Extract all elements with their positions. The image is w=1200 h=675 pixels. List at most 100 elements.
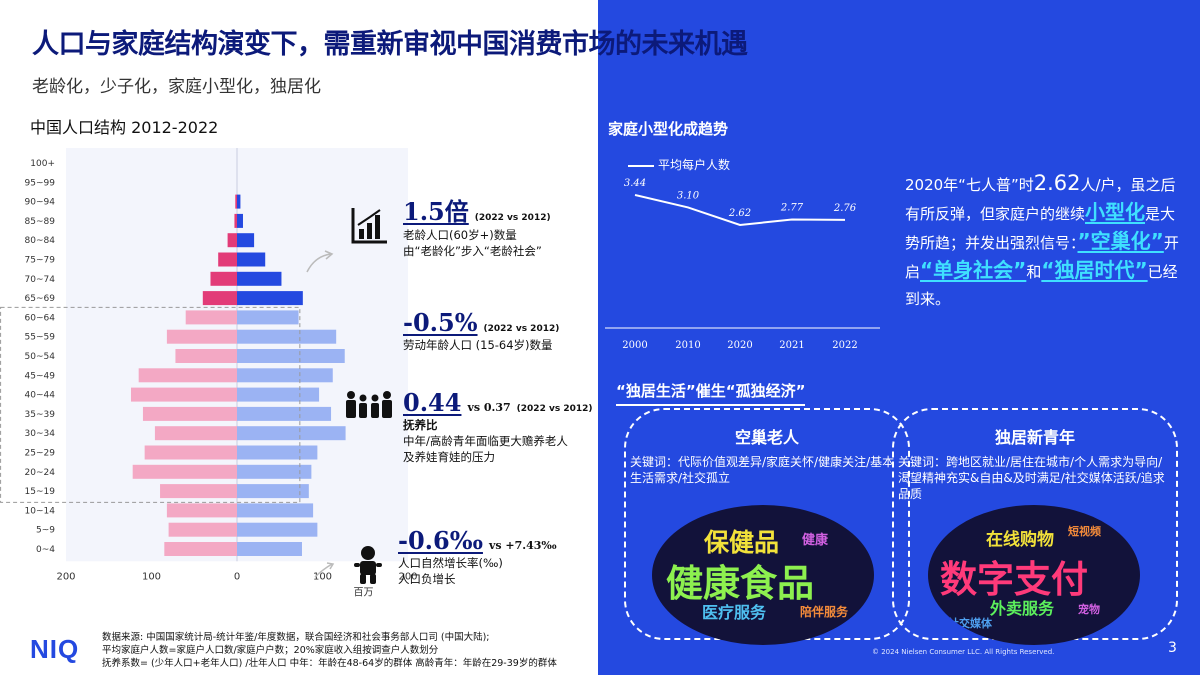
pyramid-bar-right (237, 484, 309, 499)
insight-paragraph: 2020年“七人普”时2.62人/户，虽之后有所反弹，但家庭户的继续小型化是大势… (905, 170, 1185, 313)
age-group-label: 10~14 (25, 506, 56, 516)
cloud-word: 健康 (802, 533, 829, 548)
age-group-label: 35~39 (25, 410, 56, 420)
population-pyramid-chart: 100+ 95~99 90~94 85~89 80~84 75~79 70~74 65~69 6… (0, 148, 418, 598)
insight-highlight-4: “独居时代” (1041, 258, 1148, 282)
age-group-label: 75~79 (25, 256, 56, 266)
age-group-label: 95~99 (25, 178, 56, 188)
pyramid-bar-right (237, 445, 318, 460)
source-note: 数据来源: 中国国家统计局-统计年鉴/年度数据，联合国经济和社会事务部人口司 (… (102, 631, 557, 670)
pyramid-bar-left (142, 406, 237, 421)
pyramid-bar-left (218, 252, 237, 267)
x-tick-label: 2010 (675, 340, 700, 351)
data-label: 2.62 (728, 208, 751, 219)
insight-highlight-1: 小型化 (1085, 200, 1146, 224)
age-group-label: 80~84 (25, 236, 56, 246)
bar-chart-icon (350, 205, 390, 249)
pyramid-bar-right (237, 213, 243, 228)
word-cloud-youth: 在线购物 数字支付 外卖服务 社交媒体 短视频 宠物 (928, 505, 1140, 645)
card-title: 空巢老人 (734, 428, 799, 447)
source-line-2: 平均家庭户人数=家庭户人口数/家庭户户数；20%家庭收入组按调查户人数划分 (102, 645, 439, 656)
cloud-word: 数字支付 (940, 558, 1088, 601)
stat-dependency-prev: vs 0.37 (467, 401, 511, 414)
stat-growth-compare: vs +7.43‰ (488, 539, 557, 552)
stat-dependency-note-1: 中年/高龄青年面临更大赡养老人 (403, 434, 568, 448)
cloud-word: 医疗服务 (702, 603, 767, 622)
stat-growth-label: 人口自然增长率(‰) (398, 556, 503, 570)
pyramid-bar-right (237, 426, 346, 441)
page-number: 3 (1168, 640, 1177, 656)
stat-workforce-label: 劳动年龄人口 (15-64岁)数量 (403, 338, 553, 352)
pyramid-bar-right (237, 291, 303, 306)
age-group-label: 85~89 (25, 217, 56, 227)
age-group-label: 15~19 (25, 487, 56, 497)
insight-text-2: 人/户，虽之后有所反弹，但家庭户的继续 (905, 176, 1176, 223)
family-icon (344, 390, 394, 424)
age-group-label: 40~44 (25, 391, 56, 401)
age-group-label: 70~74 (25, 275, 56, 285)
pyramid-bar-left (175, 349, 237, 363)
stat-dependency: 0.44 vs 0.37 (2022 vs 2012) 抚养比 中年/高龄青年面临更… (403, 388, 593, 465)
household-size-line (634, 194, 846, 227)
x-tick-label: 200 (398, 571, 417, 582)
age-group-label: 30~34 (25, 429, 56, 439)
household-size-line-chart: 3.44 3.10 2.62 2.77 2.76 2000 2010 2020 2021 2022 (605, 178, 880, 351)
data-label: 2.77 (780, 203, 804, 214)
cloud-word: 在线购物 (986, 530, 1054, 550)
age-group-label: 20~24 (25, 468, 56, 478)
cloud-word: 陪伴服务 (800, 605, 849, 619)
x-axis-label: 百万 (354, 586, 374, 598)
age-group-label: 25~29 (25, 449, 56, 459)
page-title: 人口与家庭结构演变下，需重新审视中国消费市场的未来机遇 (32, 29, 748, 60)
pyramid-title: 中国人口结构 2012-2022 (30, 118, 219, 137)
x-tick-label: 0 (234, 571, 240, 582)
pyramid-bar-left (166, 503, 237, 518)
working-age-bracket (0, 306, 301, 503)
insight-text-3: 是大势所趋；并发出强烈信号： (905, 205, 1176, 252)
pyramid-bar-left (234, 213, 237, 228)
age-group-label: 60~64 (25, 313, 56, 323)
word-cloud-elderly: 保健品 健康食品 医疗服务 陪伴服务 健康 (652, 505, 874, 645)
cloud-word: 保健品 (704, 528, 780, 557)
cloud-word: 社交媒体 (948, 617, 992, 630)
pyramid-bar-right (237, 522, 318, 537)
legend-line-swatch (628, 164, 654, 167)
pyramid-bar-left (130, 387, 237, 402)
data-label: 3.44 (624, 178, 646, 189)
niq-logo: NIQ (30, 634, 80, 664)
stat-elderly-label: 老龄人口(60岁+)数量 (403, 228, 517, 242)
pyramid-bar-left (202, 291, 237, 306)
age-group-label: 50~54 (25, 352, 56, 362)
solo-economy-heading: “独居生活”催生“孤独经济” (616, 380, 806, 406)
source-line-3: 抚养系数= (少年人口+老年人口) /壮年人口 中年：年龄在48-64岁的群体 … (102, 658, 557, 669)
insight-text-6: 已经到来。 (905, 263, 1178, 308)
age-group-label: 90~94 (25, 198, 56, 208)
pyramid-bar-right (237, 329, 337, 344)
pyramid-bar-left (160, 484, 237, 499)
pyramid-bar-left (144, 445, 237, 460)
stat-dependency-compare: (2022 vs 2012) (516, 404, 593, 414)
cloud-word: 健康食品 (666, 562, 814, 605)
x-tick-label: 100 (142, 571, 161, 582)
pyramid-bar-left (154, 426, 237, 441)
age-group-label: 45~49 (25, 371, 56, 381)
pyramid-bar-left (168, 522, 237, 537)
stat-dependency-value: 0.44 (403, 388, 462, 417)
insight-number: 2.62 (1033, 171, 1081, 195)
data-label: 3.10 (677, 190, 700, 201)
source-line-1: 数据来源: 中国国家统计局-统计年鉴/年度数据，联合国经济和社会事务部人口司 (… (102, 632, 490, 643)
pyramid-bar-right (237, 194, 241, 209)
pyramid-bar-left (210, 271, 237, 286)
insight-text-1: 2020年“七人普”时 (905, 176, 1034, 194)
insight-highlight-3: “单身社会” (920, 258, 1027, 282)
pyramid-bar-left (132, 464, 237, 479)
pyramid-bar-right (237, 368, 333, 383)
x-tick-label: 2021 (779, 340, 804, 351)
copyright: © 2024 Nielsen Consumer LLC. All Rights … (872, 648, 1055, 656)
insight-highlight-2: ”空巢化” (1077, 229, 1164, 253)
stat-elderly-compare: (2022 vs 2012) (474, 213, 551, 223)
pyramid-bar-left (235, 194, 237, 209)
stat-growth-note: 人口负增长 (398, 572, 456, 586)
age-group-label: 100+ (30, 159, 55, 169)
pyramid-bar-right (237, 271, 282, 286)
